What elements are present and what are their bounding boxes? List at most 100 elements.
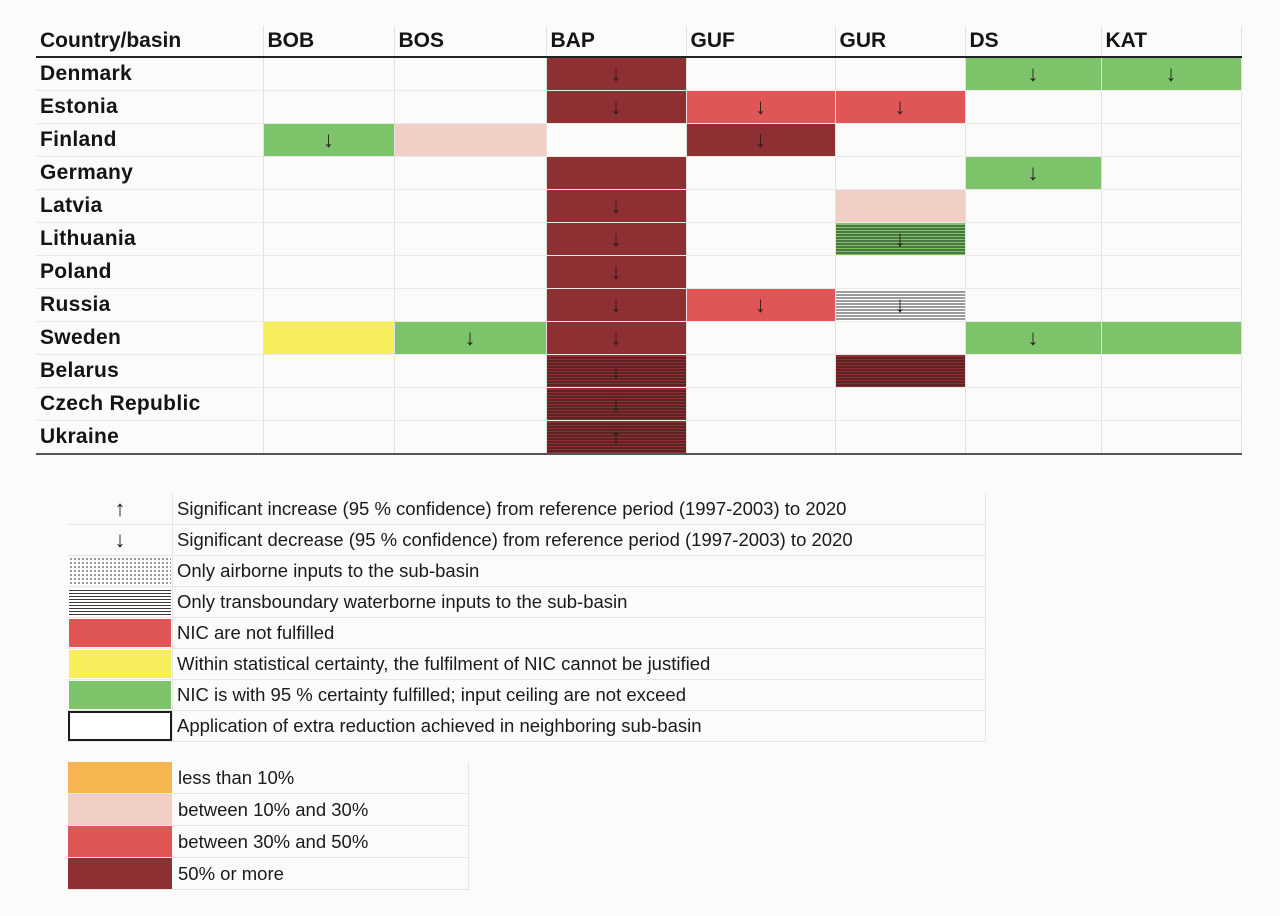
table-cell xyxy=(394,123,547,157)
country-name: Denmark xyxy=(36,57,264,91)
table-cell: ↓ xyxy=(546,57,687,91)
legend-text: 50% or more xyxy=(172,857,469,890)
header-country-basin: Country/basin xyxy=(36,26,264,58)
table-row: Sweden ↓ ↓ ↓ xyxy=(36,321,1242,355)
table-cell xyxy=(263,255,395,289)
legend-row: ↑ Significant increase (95 % confidence) … xyxy=(68,494,986,525)
table-cell xyxy=(965,288,1102,322)
table-row: Ukraine ↑ xyxy=(36,420,1242,455)
table-cell xyxy=(394,90,547,124)
table-cell xyxy=(1101,123,1242,157)
table-cell xyxy=(686,222,836,256)
country-name: Estonia xyxy=(36,90,264,124)
table-cell xyxy=(686,354,836,388)
arrow-down-icon: ↓ xyxy=(610,61,622,86)
arrow-up-icon: ↑ xyxy=(114,496,126,521)
legend-text: Significant increase (95 % confidence) f… xyxy=(172,494,986,525)
legend-row: 50% or more xyxy=(68,857,469,890)
table-cell: ↓ xyxy=(686,288,836,322)
country-name: Latvia xyxy=(36,189,264,223)
country-name: Germany xyxy=(36,156,264,190)
legend-text: between 30% and 50% xyxy=(172,825,469,858)
country-name: Sweden xyxy=(36,321,264,355)
arrow-down-icon: ↓ xyxy=(1027,61,1039,86)
table-cell: ↓ xyxy=(686,90,836,124)
table-cell xyxy=(394,156,547,190)
table-cell xyxy=(835,354,966,388)
arrow-down-icon: ↓ xyxy=(1027,325,1039,350)
table-row: Poland ↓ xyxy=(36,255,1242,289)
table-cell: ↓ xyxy=(546,90,687,124)
table-cell xyxy=(263,288,395,322)
percent-legend: less than 10% between 10% and 30% between … xyxy=(68,762,469,890)
table-cell xyxy=(394,354,547,388)
table-cell xyxy=(965,222,1102,256)
country-name: Poland xyxy=(36,255,264,289)
table-cell: ↓ xyxy=(263,123,395,157)
table-cell: ↓ xyxy=(546,387,687,421)
arrow-down-icon: ↓ xyxy=(1027,160,1039,185)
arrow-down-icon: ↓ xyxy=(1165,61,1177,86)
arrow-down-icon: ↓ xyxy=(114,527,126,552)
table-cell: ↓ xyxy=(546,321,687,355)
table-cell xyxy=(835,189,966,223)
table-cell xyxy=(263,387,395,421)
arrow-down-icon: ↓ xyxy=(755,94,766,119)
table-cell xyxy=(394,387,547,421)
legend-symbol xyxy=(68,710,173,742)
arrow-down-icon: ↓ xyxy=(755,292,766,317)
table-cell xyxy=(394,189,547,223)
table-cell xyxy=(1101,255,1242,289)
legend-swatch xyxy=(68,793,172,826)
table-cell xyxy=(965,255,1102,289)
table-cell xyxy=(686,57,836,91)
table-header-row: Country/basin BOB BOS BAP GUF GUR DS KAT xyxy=(36,26,1242,58)
legend-swatch xyxy=(68,711,172,741)
table-cell: ↓ xyxy=(546,288,687,322)
legend-swatch xyxy=(69,650,171,678)
table-cell xyxy=(394,255,547,289)
table-row: Denmark ↓ ↓ ↓ xyxy=(36,57,1242,91)
table-cell xyxy=(394,420,547,455)
country-name: Lithuania xyxy=(36,222,264,256)
table-cell xyxy=(263,189,395,223)
symbol-legend: ↑ Significant increase (95 % confidence) … xyxy=(68,494,986,742)
table-cell xyxy=(965,420,1102,455)
table-cell xyxy=(686,189,836,223)
table-cell xyxy=(263,222,395,256)
legend-text: Application of extra reduction achieved … xyxy=(172,710,986,742)
country-name: Czech Republic xyxy=(36,387,264,421)
legend-text: Significant decrease (95 % confidence) f… xyxy=(172,524,986,556)
table-cell xyxy=(263,321,395,355)
legend-row: between 30% and 50% xyxy=(68,825,469,858)
header-bap: BAP xyxy=(546,26,687,58)
legend-row: Only transboundary waterborne inputs to … xyxy=(68,586,986,618)
legend-row: NIC is with 95 % certainty fulfilled; in… xyxy=(68,679,986,711)
table-cell xyxy=(546,156,687,190)
table-body: Denmark ↓ ↓ ↓ Estonia ↓ ↓ ↓ Finland ↓ ↓ Germany ↓ Lat… xyxy=(36,57,1242,455)
legend-row: Application of extra reduction achieved … xyxy=(68,710,986,742)
table-cell xyxy=(263,420,395,455)
table-row: Czech Republic ↓ xyxy=(36,387,1242,421)
legend-swatch xyxy=(69,619,171,647)
legend-text: Within statistical certainty, the fulfil… xyxy=(172,648,986,680)
legend-symbol xyxy=(68,586,173,618)
legend-symbol xyxy=(68,648,173,680)
table-cell xyxy=(1101,321,1242,355)
legend-symbol xyxy=(68,555,173,587)
table-cell xyxy=(965,354,1102,388)
arrow-down-icon: ↓ xyxy=(610,94,622,119)
arrow-up-icon: ↑ xyxy=(610,424,622,449)
arrow-down-icon: ↓ xyxy=(610,325,622,350)
legend-text: NIC is with 95 % certainty fulfilled; in… xyxy=(172,679,986,711)
arrow-down-icon: ↓ xyxy=(755,127,766,152)
legend-swatch xyxy=(69,557,171,585)
table-cell xyxy=(835,387,966,421)
legend-text: NIC are not fulfilled xyxy=(172,617,986,649)
table-cell xyxy=(1101,288,1242,322)
table-cell xyxy=(1101,156,1242,190)
table-cell: ↓ xyxy=(835,222,966,256)
table-cell xyxy=(1101,354,1242,388)
legend-swatch xyxy=(69,681,171,709)
header-guf: GUF xyxy=(686,26,836,58)
